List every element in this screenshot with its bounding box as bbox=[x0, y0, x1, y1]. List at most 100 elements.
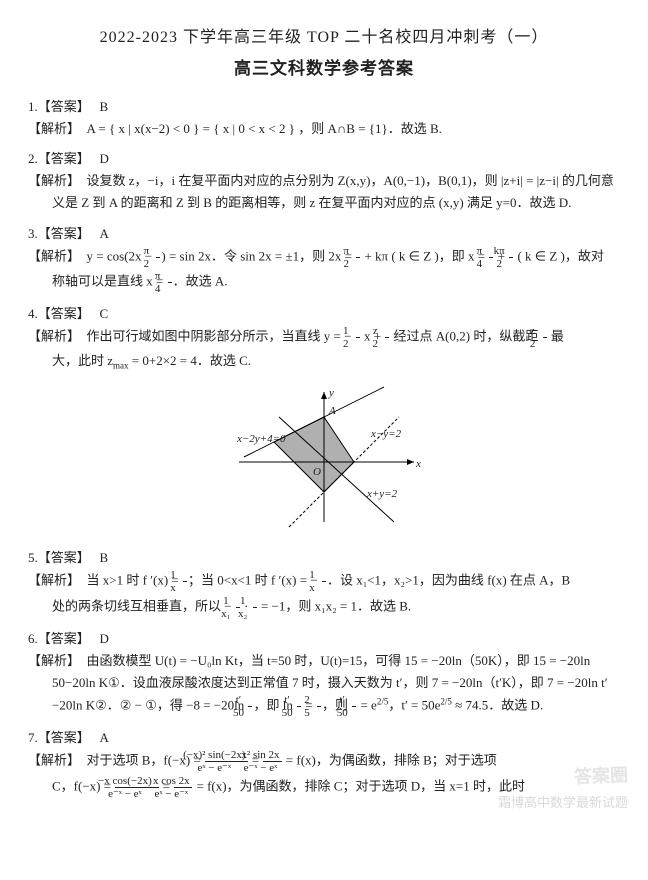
q6-num: 6.【答案】 bbox=[28, 631, 90, 646]
y-label: y bbox=[328, 387, 334, 399]
page-subtitle: 高三文科数学参考答案 bbox=[28, 55, 620, 84]
q6-sup1: 2/5 bbox=[377, 696, 389, 706]
q3-f1d: 2 bbox=[156, 258, 160, 270]
line2-label: x−y=2 bbox=[370, 428, 402, 440]
q5-f1n: 1 bbox=[183, 569, 187, 582]
q6-explain-label: 【解析】 bbox=[28, 653, 80, 668]
q7-p3: = f(x)，为偶函数，排除 B；对于选项 bbox=[283, 753, 497, 768]
q3-f3n: π bbox=[489, 245, 493, 258]
y-arrow-icon bbox=[321, 392, 327, 399]
question-6: 6.【答案】 D 【解析】 由函数模型 U(t) = −U₀ln Kt，当 t=… bbox=[28, 628, 620, 719]
q5-f1d: x bbox=[183, 582, 187, 594]
q5-p3: ．设 x₁<1，x₂>1，因为曲线 f(x) 在点 A，B bbox=[327, 573, 570, 588]
q5-f4d: x₂ bbox=[253, 608, 257, 620]
question-4: 4.【答案】 C 【解析】 作出可行域如图中阴影部分所示，当直线 y = − 1… bbox=[28, 303, 620, 374]
q6-f3n: 2 bbox=[317, 694, 321, 707]
q3-p2: = sin 2x．令 sin 2x = ±1，则 2x = bbox=[166, 248, 355, 263]
q3-p5: ( k ∈ Z )，故对 bbox=[514, 248, 604, 263]
q6-f3d: 5 bbox=[317, 707, 321, 719]
q3-p3: + kπ ( k ∈ Z )，即 x = bbox=[361, 248, 488, 263]
q2-explain-label: 【解析】 bbox=[28, 173, 80, 188]
q6-answer: D bbox=[100, 631, 109, 646]
q1-num: 1.【答案】 bbox=[28, 99, 90, 114]
q4-f1n: 1 bbox=[356, 325, 360, 338]
q5-p1: 当 x>1 时 f ′(x) = bbox=[87, 573, 183, 588]
q3-explain-label: 【解析】 bbox=[28, 248, 80, 263]
q5-f4n: 1 bbox=[253, 595, 257, 608]
q6-p5: = e bbox=[357, 698, 377, 713]
q3-f5n: π bbox=[168, 270, 172, 283]
q4-p5: 大，此时 z bbox=[52, 353, 113, 368]
q2-num: 2.【答案】 bbox=[28, 151, 90, 166]
q3-f2n: π bbox=[356, 245, 360, 258]
q1-explain: A = { x | x(x−2) < 0 } = { x | 0 < x < 2… bbox=[87, 121, 442, 136]
q6-f2n: t′ bbox=[297, 694, 301, 707]
x-arrow-icon bbox=[407, 459, 414, 465]
q3-f4d: 2 bbox=[509, 258, 513, 270]
q3-p1: y = cos bbox=[87, 248, 125, 263]
q4-num: 4.【答案】 bbox=[28, 306, 90, 321]
question-3: 3.【答案】 A 【解析】 y = cos(2x − π2) = sin 2x．… bbox=[28, 223, 620, 295]
q7-f2d: e⁻ˣ − eˣ bbox=[263, 762, 281, 774]
q7-explain-label: 【解析】 bbox=[28, 753, 80, 768]
q6-f1d: 50 bbox=[248, 707, 252, 719]
q7-f3d: e⁻ˣ − eˣ bbox=[115, 788, 158, 800]
q6-sup2: 2/5 bbox=[440, 696, 452, 706]
x-label: x bbox=[415, 458, 421, 470]
q5-answer: B bbox=[100, 550, 109, 565]
q4-p1: 作出可行域如图中阴影部分所示，当直线 y = − bbox=[87, 329, 355, 344]
page-title: 2022-2023 下学年高三年级 TOP 二十名校四月冲刺考（一） bbox=[28, 24, 620, 51]
q3-f4n: kπ bbox=[509, 245, 513, 258]
q1-explain-label: 【解析】 bbox=[28, 121, 80, 136]
q5-p6: = −1，则 x₁x₂ = 1．故选 B. bbox=[258, 598, 411, 613]
q3-f1n: π bbox=[156, 245, 160, 258]
q3-p6: 称轴可以是直线 x = bbox=[52, 273, 167, 288]
q5-num: 5.【答案】 bbox=[28, 550, 90, 565]
feasible-region-figure: O x y A x−2y+4=0 x−y=2 x+y=2 bbox=[28, 382, 620, 539]
question-7: 7.【答案】 A 【解析】 对于选项 B，f(−x) = (−x)² sin(−… bbox=[28, 727, 620, 799]
question-2: 2.【答案】 D 【解析】 设复数 z，−i，i 在复平面内对应的点分别为 Z(… bbox=[28, 148, 620, 214]
q5-f2n: 1 bbox=[322, 569, 326, 582]
q3-num: 3.【答案】 bbox=[28, 226, 90, 241]
q4-answer: C bbox=[100, 306, 109, 321]
q3-answer: A bbox=[100, 226, 109, 241]
figure-svg: O x y A x−2y+4=0 x−y=2 x+y=2 bbox=[219, 382, 429, 532]
q3-f2d: 2 bbox=[356, 258, 360, 270]
q5-p4: 处的两条切线互相垂直，所以 − bbox=[52, 598, 235, 613]
q7-f4n: x cos 2x bbox=[174, 775, 192, 788]
line3-label: x+y=2 bbox=[366, 488, 398, 500]
q5-f2d: x bbox=[322, 582, 326, 594]
q7-f2n: x² sin 2x bbox=[263, 749, 281, 762]
q2-answer: D bbox=[100, 151, 109, 166]
q5-p2: ；当 0<x<1 时 f ′(x) = − bbox=[188, 573, 321, 588]
q4-f2d: 2 bbox=[385, 338, 389, 350]
q7-f1d: eˣ − e⁻ˣ bbox=[205, 762, 247, 774]
q1-answer: B bbox=[100, 99, 109, 114]
q4-p4: 最 bbox=[548, 329, 564, 344]
q3-f3d: 4 bbox=[489, 258, 493, 270]
q4-explain-label: 【解析】 bbox=[28, 329, 80, 344]
origin-label: O bbox=[313, 466, 321, 478]
q4-f3n: z bbox=[543, 325, 547, 338]
q7-f4d: eˣ − e⁻ˣ bbox=[174, 788, 192, 800]
question-1: 1.【答案】 B 【解析】 A = { x | x(x−2) < 0 } = {… bbox=[28, 96, 620, 140]
q3-f5d: 4 bbox=[168, 283, 172, 295]
question-5: 5.【答案】 B 【解析】 当 x>1 时 f ′(x) = 1x；当 0<x<… bbox=[28, 547, 620, 619]
q6-f4n: t′ bbox=[352, 694, 356, 707]
q7-num: 7.【答案】 bbox=[28, 730, 90, 745]
q5-explain-label: 【解析】 bbox=[28, 573, 80, 588]
q4-f2n: z bbox=[385, 325, 389, 338]
q6-p6: ，t′ = 50e bbox=[388, 698, 440, 713]
q4-sub: max bbox=[113, 361, 129, 371]
q3-p7: ．故选 A. bbox=[173, 273, 228, 288]
q6-f2d: 50 bbox=[297, 707, 301, 719]
q6-f1n: t′ bbox=[248, 694, 252, 707]
q4-p6: = 0+2×2 = 4．故选 C. bbox=[129, 353, 252, 368]
q7-answer: A bbox=[100, 730, 109, 745]
q7-p6: = f(x)，为偶函数，排除 C；对于选项 D，当 x=1 时，此时 bbox=[193, 778, 525, 793]
line1-label: x−2y+4=0 bbox=[236, 433, 286, 445]
paren-open: (2x − bbox=[124, 248, 155, 263]
q2-explain: 设复数 z，−i，i 在复平面内对应的点分别为 Z(x,y)，A(0,−1)，B… bbox=[52, 173, 614, 210]
q6-f4d: 50 bbox=[352, 707, 356, 719]
q6-p7: ≈ 74.5．故选 D. bbox=[452, 698, 543, 713]
